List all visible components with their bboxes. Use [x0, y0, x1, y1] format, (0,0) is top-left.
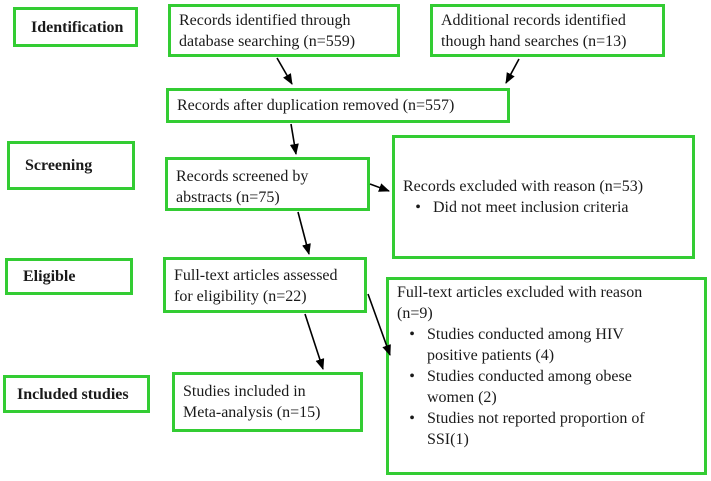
box-text-line: abstracts (n=75): [176, 189, 280, 206]
box-text: Additional records identified though han…: [433, 7, 662, 55]
arrow-screened-to-excluded: [369, 183, 390, 192]
stage-label-eligible: Eligible: [5, 258, 133, 295]
box-text-line: Records screened by: [176, 168, 309, 185]
box-text-line: Records identified through: [179, 12, 351, 29]
box-text: Records screened by abstracts (n=75): [168, 160, 367, 211]
bullet-marker: •: [409, 368, 415, 385]
exclusion-title-line: Full-text articles excluded with reason: [397, 284, 643, 301]
bullet-text: Did not meet inclusion criteria: [433, 199, 629, 216]
bullet-marker: •: [415, 199, 421, 216]
box-records-excluded: Records excluded with reason (n=53) • Di…: [392, 135, 695, 259]
stage-label-screening: Screening: [7, 141, 135, 190]
stage-label-included-studies: Included studies: [3, 375, 150, 413]
arrow-additional-to-dedup: [505, 58, 520, 84]
box-text-line: database searching (n=559): [179, 33, 356, 50]
box-text-line: Meta-analysis (n=15): [183, 404, 321, 421]
bullet-item: • Did not meet inclusion criteria: [403, 197, 686, 218]
stage-label-text: Included studies: [17, 385, 129, 403]
exclusion-title-line: (n=9): [397, 305, 433, 322]
bullet-text: Studies conducted among obese women (2): [427, 368, 632, 406]
box-studies-included-meta-analysis: Studies included in Meta-analysis (n=15): [172, 372, 363, 432]
box-text-line: though hand searches (n=13): [441, 33, 627, 50]
box-records-screened: Records screened by abstracts (n=75): [165, 157, 370, 211]
box-text: Records after duplication removed (n=557…: [169, 91, 507, 119]
bullet-marker: •: [409, 410, 415, 427]
arrow-fulltext-to-included: [304, 313, 325, 370]
bullet-marker: •: [409, 326, 415, 343]
box-text-line: Full-text articles assessed: [174, 267, 338, 284]
stage-label-identification: Identification: [13, 7, 138, 47]
stage-label-text: Identification: [31, 18, 124, 36]
box-text-line: Studies included in: [183, 383, 306, 400]
stage-label-text: Eligible: [23, 268, 76, 285]
stage-label-text: Screening: [25, 157, 93, 174]
box-records-after-duplication-removed: Records after duplication removed (n=557…: [166, 88, 510, 123]
bullet-item: • Studies not reported proportion of SSI…: [397, 408, 698, 450]
bullet-item: • Studies conducted among HIV positive p…: [397, 324, 698, 366]
arrow-dedup-to-screened: [289, 123, 299, 155]
exclusion-title: Records excluded with reason (n=53): [403, 178, 644, 195]
arrow-screened-to-fulltext: [297, 211, 311, 255]
bullet-text: Studies conducted among HIV positive pat…: [427, 326, 624, 364]
box-text-line: for eligibility (n=22): [174, 288, 307, 305]
arrow-identified-to-dedup: [276, 57, 293, 85]
box-additional-records: Additional records identified though han…: [430, 4, 665, 57]
bullet-text: Studies not reported proportion of SSI(1…: [427, 410, 645, 448]
box-text: Full-text articles assessed for eligibil…: [166, 260, 364, 310]
box-fulltext-assessed: Full-text articles assessed for eligibil…: [163, 257, 367, 313]
box-records-identified: Records identified through database sear…: [168, 4, 400, 57]
box-text-line: Records after duplication removed (n=557…: [177, 97, 455, 114]
box-fulltext-excluded: Full-text articles excluded with reason …: [386, 277, 707, 475]
bullet-item: • Studies conducted among obese women (2…: [397, 366, 698, 408]
box-text-line: Additional records identified: [441, 12, 626, 29]
box-text: Records identified through database sear…: [171, 7, 397, 55]
box-text: Studies included in Meta-analysis (n=15): [175, 375, 360, 426]
